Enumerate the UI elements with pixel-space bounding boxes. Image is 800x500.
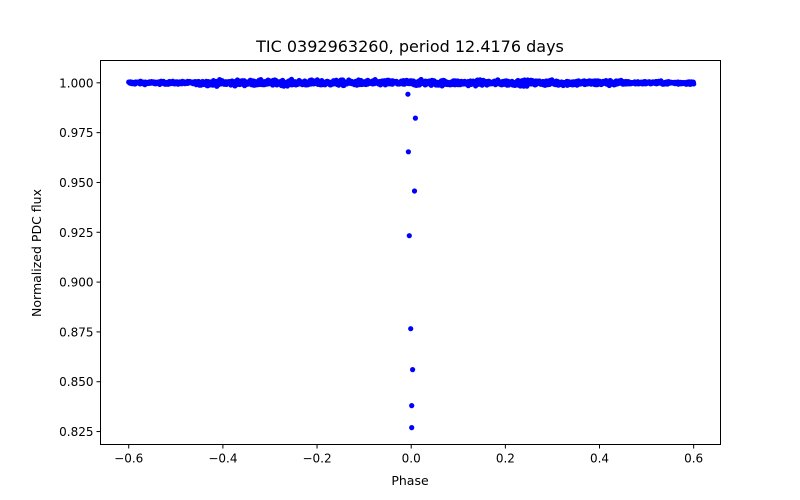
x-tick-label: 0.2	[496, 452, 515, 466]
y-tick-label: 0.925	[59, 226, 93, 240]
transit-point	[405, 91, 411, 97]
transit-point	[412, 115, 418, 121]
y-tick-label: 0.975	[59, 126, 93, 140]
y-tick-label: 0.825	[59, 425, 93, 439]
x-tick-label: 0.6	[684, 452, 703, 466]
x-axis-ticks: −0.6 −0.4 −0.2 0.0 0.2 0.4 0.6	[114, 444, 703, 466]
plot-area	[126, 76, 697, 431]
y-tick-label: 1.000	[59, 76, 93, 90]
transit-point	[411, 188, 418, 194]
axes-frame	[100, 60, 721, 445]
transit-point	[409, 403, 415, 409]
y-axis-ticks: 0.825 0.850 0.875 0.900 0.925 0.950 0.975 1.000	[59, 76, 101, 439]
transit-point	[405, 149, 411, 155]
y-tick-label: 0.950	[59, 176, 93, 190]
transit-point	[408, 326, 414, 332]
y-tick-label: 0.850	[59, 375, 93, 389]
y-tick-label: 0.900	[59, 276, 93, 290]
y-tick-label: 0.875	[59, 325, 93, 339]
y-axis-label: Normalized PDC flux	[29, 189, 44, 317]
x-axis-label: Phase	[391, 473, 429, 488]
x-tick-label: −0.6	[114, 452, 143, 466]
x-tick-label: −0.4	[208, 452, 237, 466]
baseline-points	[126, 76, 697, 89]
x-tick-label: 0.0	[402, 452, 421, 466]
x-tick-label: −0.2	[302, 452, 331, 466]
transit-point	[410, 367, 416, 373]
x-tick-label: 0.4	[590, 452, 609, 466]
transit-point	[406, 233, 412, 239]
transit-points	[405, 91, 418, 431]
transit-point	[409, 425, 415, 431]
chart-title: TIC 0392963260, period 12.4176 days	[255, 37, 564, 56]
